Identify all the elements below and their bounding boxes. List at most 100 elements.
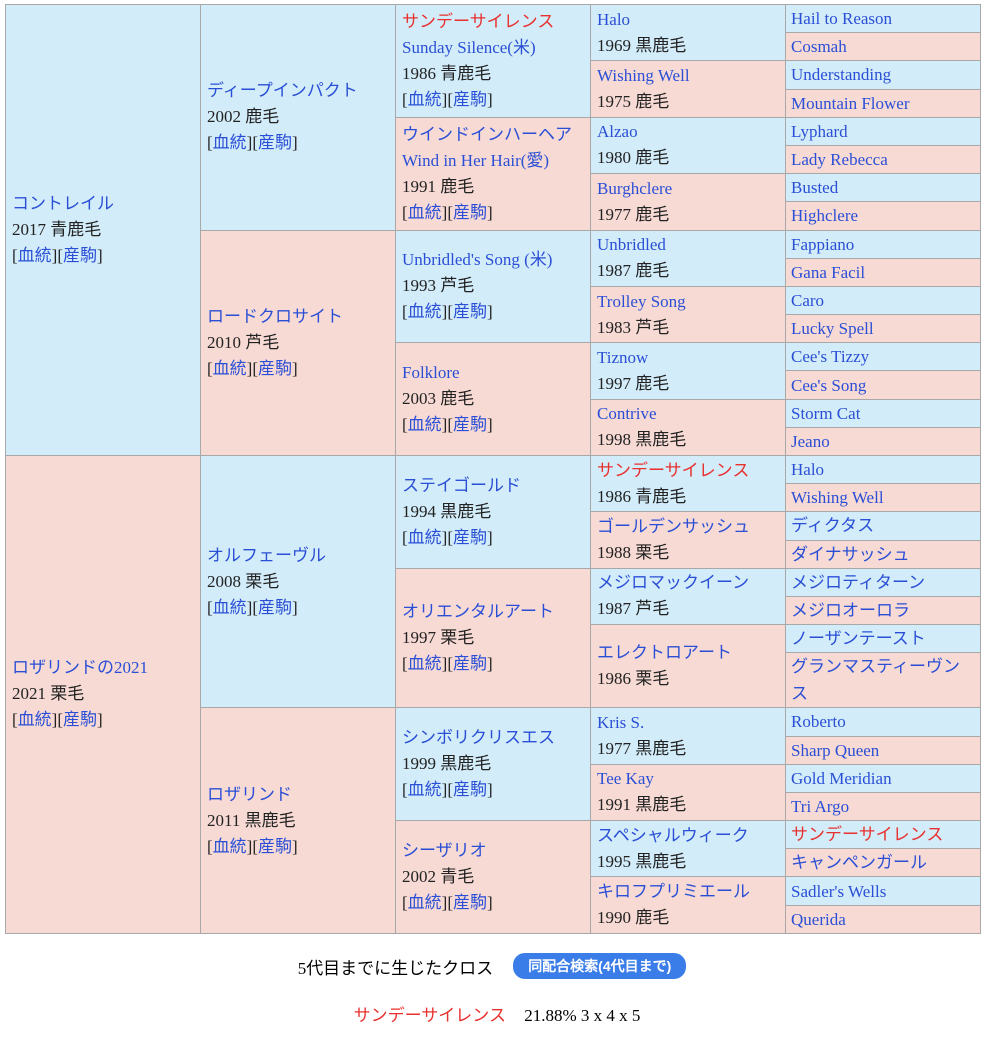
horse-name-link[interactable]: Storm Cat: [791, 403, 861, 423]
horse-name-link[interactable]: Cosmah: [791, 37, 847, 57]
progeny-link[interactable]: 産駒: [453, 202, 487, 222]
horse-name-link[interactable]: ノーザンテースト: [791, 629, 926, 649]
pedigree-link[interactable]: 血統: [212, 133, 247, 153]
horse-name-link[interactable]: Contrive: [597, 404, 657, 424]
pedigree-row: エレクトロアート 1986 栗毛 ノーザンテースト: [6, 624, 981, 709]
horse-name-link[interactable]: Mountain Flower: [791, 93, 910, 113]
pedigree-link[interactable]: 血統: [212, 597, 247, 617]
horse-name-link[interactable]: グランマスティーヴンス: [791, 657, 960, 704]
horse-english-name-link[interactable]: Sunday Silence(米): [402, 37, 536, 57]
progeny-link[interactable]: 産駒: [63, 246, 97, 265]
horse-name-link[interactable]: ダイナサッシュ: [791, 544, 910, 564]
horse-name-link[interactable]: Gana Facil: [791, 262, 866, 282]
horse-name-link[interactable]: Tiznow: [597, 347, 649, 367]
horse-name-link[interactable]: ロザリンド: [207, 784, 292, 804]
horse-name-link[interactable]: スペシャルウィーク: [597, 825, 749, 845]
progeny-link[interactable]: 産駒: [258, 836, 292, 856]
horse-name-link[interactable]: エレクトロアート: [597, 643, 732, 663]
horse-name-link[interactable]: ロードクロサイト: [207, 306, 343, 326]
cross-horse-link[interactable]: サンデーサイレンス: [353, 1006, 506, 1025]
horse-name-link[interactable]: Burghclere: [597, 178, 673, 198]
horse-name-link[interactable]: Sadler's Wells: [791, 881, 887, 901]
progeny-link[interactable]: 産駒: [453, 892, 487, 912]
progeny-link[interactable]: 産駒: [258, 597, 292, 617]
horse-name-link[interactable]: サンデーサイレンス: [791, 825, 944, 845]
pedigree-link[interactable]: 血統: [407, 302, 442, 322]
horse-name-link[interactable]: Gold Meridian: [791, 768, 892, 788]
pedigree-cell-gen4: Tiznow 1997 鹿毛: [590, 342, 786, 400]
horse-name-link[interactable]: Halo: [597, 9, 631, 29]
horse-name-link[interactable]: Halo: [791, 460, 825, 480]
horse-name-link[interactable]: Lyphard: [791, 121, 848, 141]
pedigree-row: キャンペンガール: [6, 848, 981, 878]
horse-name-link[interactable]: Cee's Tizzy: [791, 347, 870, 367]
horse-name-link[interactable]: Unbridled's Song (米): [402, 250, 553, 270]
horse-name-link[interactable]: オリエンタルアート: [402, 602, 554, 622]
horse-name-link[interactable]: Alzao: [597, 122, 638, 142]
horse-name-link[interactable]: Jeano: [791, 431, 830, 451]
horse-name-link[interactable]: ディクタス: [791, 516, 875, 536]
progeny-link[interactable]: 産駒: [453, 654, 487, 674]
horse-name-link[interactable]: ゴールデンサッシュ: [597, 517, 750, 537]
pedigree-cell-gen5: Jeano: [785, 426, 981, 457]
progeny-link[interactable]: 産駒: [63, 710, 97, 730]
horse-name-link[interactable]: Understanding: [791, 65, 892, 85]
pedigree-link[interactable]: 血統: [407, 89, 442, 109]
progeny-link[interactable]: 産駒: [453, 89, 487, 109]
pedigree-link[interactable]: 血統: [212, 836, 247, 856]
horse-name-link[interactable]: キロフプリミエール: [597, 882, 750, 902]
horse-name-link[interactable]: ロザリンドの2021: [12, 658, 148, 678]
horse-name-link[interactable]: Wishing Well: [791, 488, 884, 508]
horse-name-link[interactable]: Querida: [791, 909, 846, 929]
progeny-link[interactable]: 産駒: [258, 358, 292, 378]
horse-name-link[interactable]: メジロオーロラ: [791, 601, 910, 621]
horse-name-link[interactable]: オルフェーヴル: [207, 545, 326, 565]
pedigree-link[interactable]: 血統: [407, 654, 442, 674]
progeny-link[interactable]: 産駒: [258, 133, 292, 153]
horse-name-link[interactable]: メジロティターン: [791, 572, 926, 592]
pedigree-link[interactable]: 血統: [17, 710, 52, 730]
horse-name-link[interactable]: メジロマックイーン: [597, 573, 750, 593]
pedigree-link[interactable]: 血統: [17, 246, 52, 265]
horse-name-link[interactable]: Tee Kay: [597, 769, 654, 789]
horse-name-link[interactable]: Lucky Spell: [791, 319, 874, 339]
progeny-link[interactable]: 産駒: [453, 780, 487, 800]
pedigree-link[interactable]: 血統: [407, 415, 442, 435]
horse-name-link[interactable]: ステイゴールド: [402, 475, 521, 495]
horse-name-link[interactable]: Trolley Song: [597, 291, 686, 311]
horse-name-link[interactable]: Unbridled: [597, 235, 666, 255]
horse-name-link[interactable]: Sharp Queen: [791, 740, 880, 760]
horse-name-link[interactable]: ウインドインハーヘア: [402, 124, 572, 144]
horse-name-link[interactable]: コントレイル: [12, 194, 114, 213]
horse-name-link[interactable]: キャンペンガール: [791, 853, 927, 873]
horse-name-link[interactable]: サンデーサイレンス: [597, 460, 750, 480]
progeny-link[interactable]: 産駒: [453, 415, 487, 435]
horse-name-link[interactable]: ディープインパクト: [207, 81, 358, 101]
horse-name-link[interactable]: Fappiano: [791, 234, 855, 254]
progeny-link[interactable]: 産駒: [453, 527, 487, 547]
horse-name-link[interactable]: Lady Rebecca: [791, 150, 888, 170]
horse-name-link[interactable]: Kris S.: [597, 713, 645, 732]
horse-name-link[interactable]: Roberto: [791, 712, 846, 732]
horse-name-link[interactable]: Folklore: [402, 363, 460, 383]
pedigree-link[interactable]: 血統: [407, 527, 442, 547]
pedigree-cell-gen5: キャンペンガール: [785, 848, 981, 878]
pedigree-link[interactable]: 血統: [212, 358, 247, 378]
same-mating-search-button[interactable]: 同配合検索(4代目まで): [513, 953, 687, 979]
horse-name-link[interactable]: Wishing Well: [597, 66, 690, 86]
horse-name-link[interactable]: Tri Argo: [791, 796, 850, 816]
horse-name-link[interactable]: シーザリオ: [402, 840, 487, 860]
pedigree-link[interactable]: 血統: [407, 202, 442, 222]
horse-name-link[interactable]: Busted: [791, 178, 839, 198]
pedigree-link[interactable]: 血統: [407, 892, 442, 912]
horse-name-link[interactable]: Caro: [791, 290, 825, 310]
horse-name-link[interactable]: シンボリクリスエス: [402, 728, 555, 748]
horse-name-link[interactable]: Cee's Song: [791, 375, 867, 395]
pedigree-link[interactable]: 血統: [407, 780, 442, 800]
pedigree-cell-gen2: オルフェーヴル 2008 栗毛 [血統][産駒]: [200, 454, 396, 709]
progeny-link[interactable]: 産駒: [453, 302, 487, 322]
horse-name-link[interactable]: Highclere: [791, 206, 859, 226]
horse-name-link[interactable]: サンデーサイレンス: [402, 11, 555, 31]
horse-english-name-link[interactable]: Wind in Her Hair(愛): [402, 150, 550, 170]
horse-name-link[interactable]: Hail to Reason: [791, 9, 893, 29]
